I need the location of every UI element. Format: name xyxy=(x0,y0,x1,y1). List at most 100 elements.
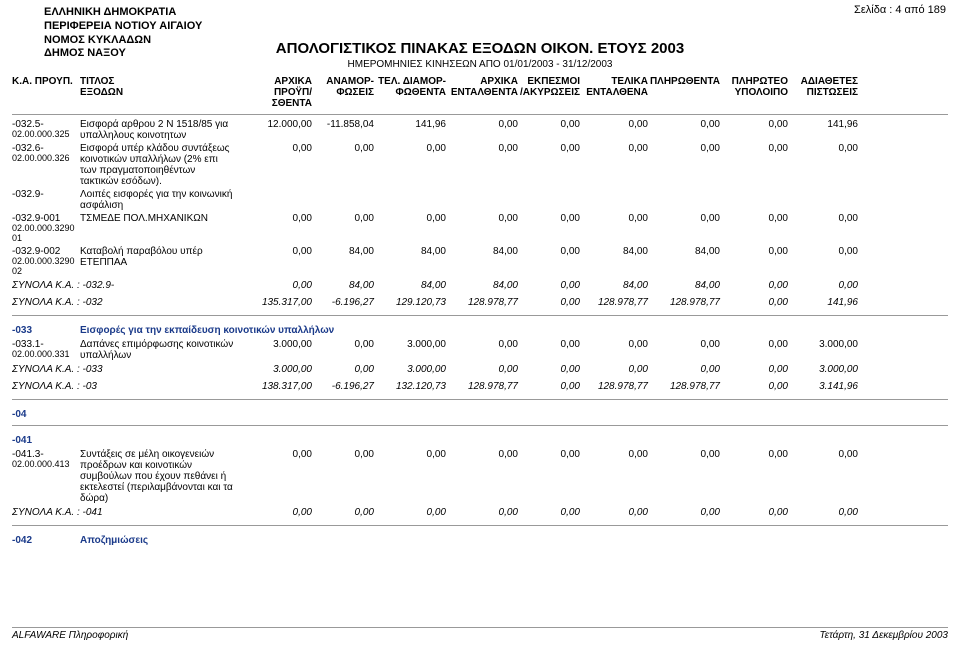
totals-value: 3.000,00 xyxy=(788,364,858,375)
row-value: 0,00 xyxy=(518,246,580,277)
totals-value: 128.978,77 xyxy=(648,381,720,392)
totals-value: 3.000,00 xyxy=(240,364,312,375)
totals-value: 0,00 xyxy=(446,507,518,518)
org-line-4: ΔΗΜΟΣ ΝΑΞΟΥ xyxy=(44,47,202,61)
totals-value: 0,00 xyxy=(518,364,580,375)
totals-value: 0,00 xyxy=(240,507,312,518)
row-value: 0,00 xyxy=(788,449,858,504)
separator-041 xyxy=(12,425,948,426)
section-033-code: -033 xyxy=(12,325,80,336)
totals-value: 84,00 xyxy=(312,280,374,291)
separator-042 xyxy=(12,525,948,526)
row-value xyxy=(374,189,446,211)
row-value: 0,00 xyxy=(518,213,580,244)
totals-row: ΣΥΝΟΛΑ Κ.Α. : -0410,000,000,000,000,000,… xyxy=(12,505,948,522)
row-value: 0,00 xyxy=(648,339,720,361)
row-value xyxy=(240,189,312,211)
row-code: -032.5-02.00.000.325 xyxy=(12,119,80,141)
row-value: 3.000,00 xyxy=(374,339,446,361)
totals-row: ΣΥΝΟΛΑ Κ.Α. : -032135.317,00-6.196,27129… xyxy=(12,295,948,312)
row-value: -11.858,04 xyxy=(312,119,374,141)
row-value: 141,96 xyxy=(788,119,858,141)
totals-value: 0,00 xyxy=(312,364,374,375)
row-value: 0,00 xyxy=(312,339,374,361)
totals-value: 128.978,77 xyxy=(580,297,648,308)
row-value: 0,00 xyxy=(518,143,580,187)
row-value xyxy=(720,189,788,211)
row-value: 84,00 xyxy=(374,246,446,277)
row-value: 12.000,00 xyxy=(240,119,312,141)
totals-value: 0,00 xyxy=(446,364,518,375)
section-041-code: -041 xyxy=(12,435,80,446)
totals-value: 128.978,77 xyxy=(580,381,648,392)
row-value: 0,00 xyxy=(518,449,580,504)
row-value: 0,00 xyxy=(240,246,312,277)
totals-value: 84,00 xyxy=(446,280,518,291)
totals-value: 0,00 xyxy=(720,381,788,392)
row-value: 0,00 xyxy=(518,339,580,361)
table-row: -032.9-Λοιπές εισφορές για την κοινωνική… xyxy=(12,188,948,212)
totals-value: 132.120,73 xyxy=(374,381,446,392)
section-04-code: -04 xyxy=(12,409,80,420)
col-7: ΤΕΛΙΚΑΕΝΤΑΛΘΕΝΑ xyxy=(580,76,648,109)
section-04-header: -04 xyxy=(12,403,948,422)
row-value: 84,00 xyxy=(648,246,720,277)
row-value: 0,00 xyxy=(720,246,788,277)
row-value: 0,00 xyxy=(788,143,858,187)
totals-value: 129.120,73 xyxy=(374,297,446,308)
totals-value: 0,00 xyxy=(648,364,720,375)
totals-033: ΣΥΝΟΛΑ Κ.Α. : -0333.000,000,003.000,000,… xyxy=(12,362,948,396)
totals-value: 0,00 xyxy=(720,297,788,308)
row-value: 0,00 xyxy=(312,213,374,244)
col-code: Κ.Α. ΠΡΟΥΠ. xyxy=(12,76,80,109)
table-row: -032.9-00102.00.000.3290 01ΤΣΜΕΔΕ ΠΟΛ.ΜΗ… xyxy=(12,212,948,245)
rows-033: -033.1-02.00.000.331Δαπάνες επιμόρφωσης … xyxy=(12,338,948,362)
table-row: -032.5-02.00.000.325Εισφορά αρθρου 2 Ν 1… xyxy=(12,118,948,142)
row-value: 0,00 xyxy=(720,339,788,361)
row-value: 0,00 xyxy=(518,119,580,141)
row-value: 0,00 xyxy=(312,449,374,504)
header-separator xyxy=(12,114,948,115)
row-value: 0,00 xyxy=(240,449,312,504)
totals-value: 0,00 xyxy=(788,280,858,291)
col-3: ΑΝΑΜΟΡ-ΦΩΣΕΙΣ xyxy=(312,76,374,109)
totals-value: 128.978,77 xyxy=(446,381,518,392)
row-value: 0,00 xyxy=(720,449,788,504)
row-value: 0,00 xyxy=(446,449,518,504)
row-value: 0,00 xyxy=(580,213,648,244)
row-value xyxy=(446,189,518,211)
row-value xyxy=(788,189,858,211)
row-value: 0,00 xyxy=(648,143,720,187)
totals-label: ΣΥΝΟΛΑ Κ.Α. : -033 xyxy=(12,364,240,375)
table-row: -032.9-00202.00.000.3290 02Καταβολή παρα… xyxy=(12,245,948,278)
totals-value: 84,00 xyxy=(580,280,648,291)
row-desc: Εισφορά υπέρ κλάδου συντάξεως κοινοτικών… xyxy=(80,143,240,187)
row-value: 0,00 xyxy=(580,339,648,361)
totals-label: ΣΥΝΟΛΑ Κ.Α. : -041 xyxy=(12,507,240,518)
totals-value: 0,00 xyxy=(720,364,788,375)
totals-value: 0,00 xyxy=(580,364,648,375)
row-desc: Εισφορά αρθρου 2 Ν 1518/85 για υπαλληλου… xyxy=(80,119,240,141)
row-value: 141,96 xyxy=(374,119,446,141)
row-value: 0,00 xyxy=(446,119,518,141)
totals-value: 0,00 xyxy=(518,381,580,392)
totals-value: 128.978,77 xyxy=(648,297,720,308)
totals-value: 84,00 xyxy=(648,280,720,291)
totals-value: 84,00 xyxy=(374,280,446,291)
page-number: Σελίδα : 4 από 189 xyxy=(854,4,946,16)
row-code: -041.3-02.00.000.413 xyxy=(12,449,80,504)
totals-value: 141,96 xyxy=(788,297,858,308)
rows-main: -032.5-02.00.000.325Εισφορά αρθρου 2 Ν 1… xyxy=(12,118,948,278)
table-row: -032.6-02.00.000.326Εισφορά υπέρ κλάδου … xyxy=(12,142,948,188)
row-code: -033.1-02.00.000.331 xyxy=(12,339,80,361)
separator-033 xyxy=(12,315,948,316)
totals-value: 0,00 xyxy=(518,297,580,308)
col-10: ΑΔΙΑΘΕΤΕΣΠΙΣΤΩΣΕΙΣ xyxy=(788,76,858,109)
row-code: -032.6-02.00.000.326 xyxy=(12,143,80,187)
section-033-title: Εισφορές για την εκπαίδευση κοινοτικών υ… xyxy=(80,325,948,336)
row-value: 0,00 xyxy=(648,213,720,244)
row-value: 0,00 xyxy=(374,213,446,244)
totals-value: 138.317,00 xyxy=(240,381,312,392)
row-value xyxy=(312,189,374,211)
row-code: -032.9- xyxy=(12,189,80,211)
